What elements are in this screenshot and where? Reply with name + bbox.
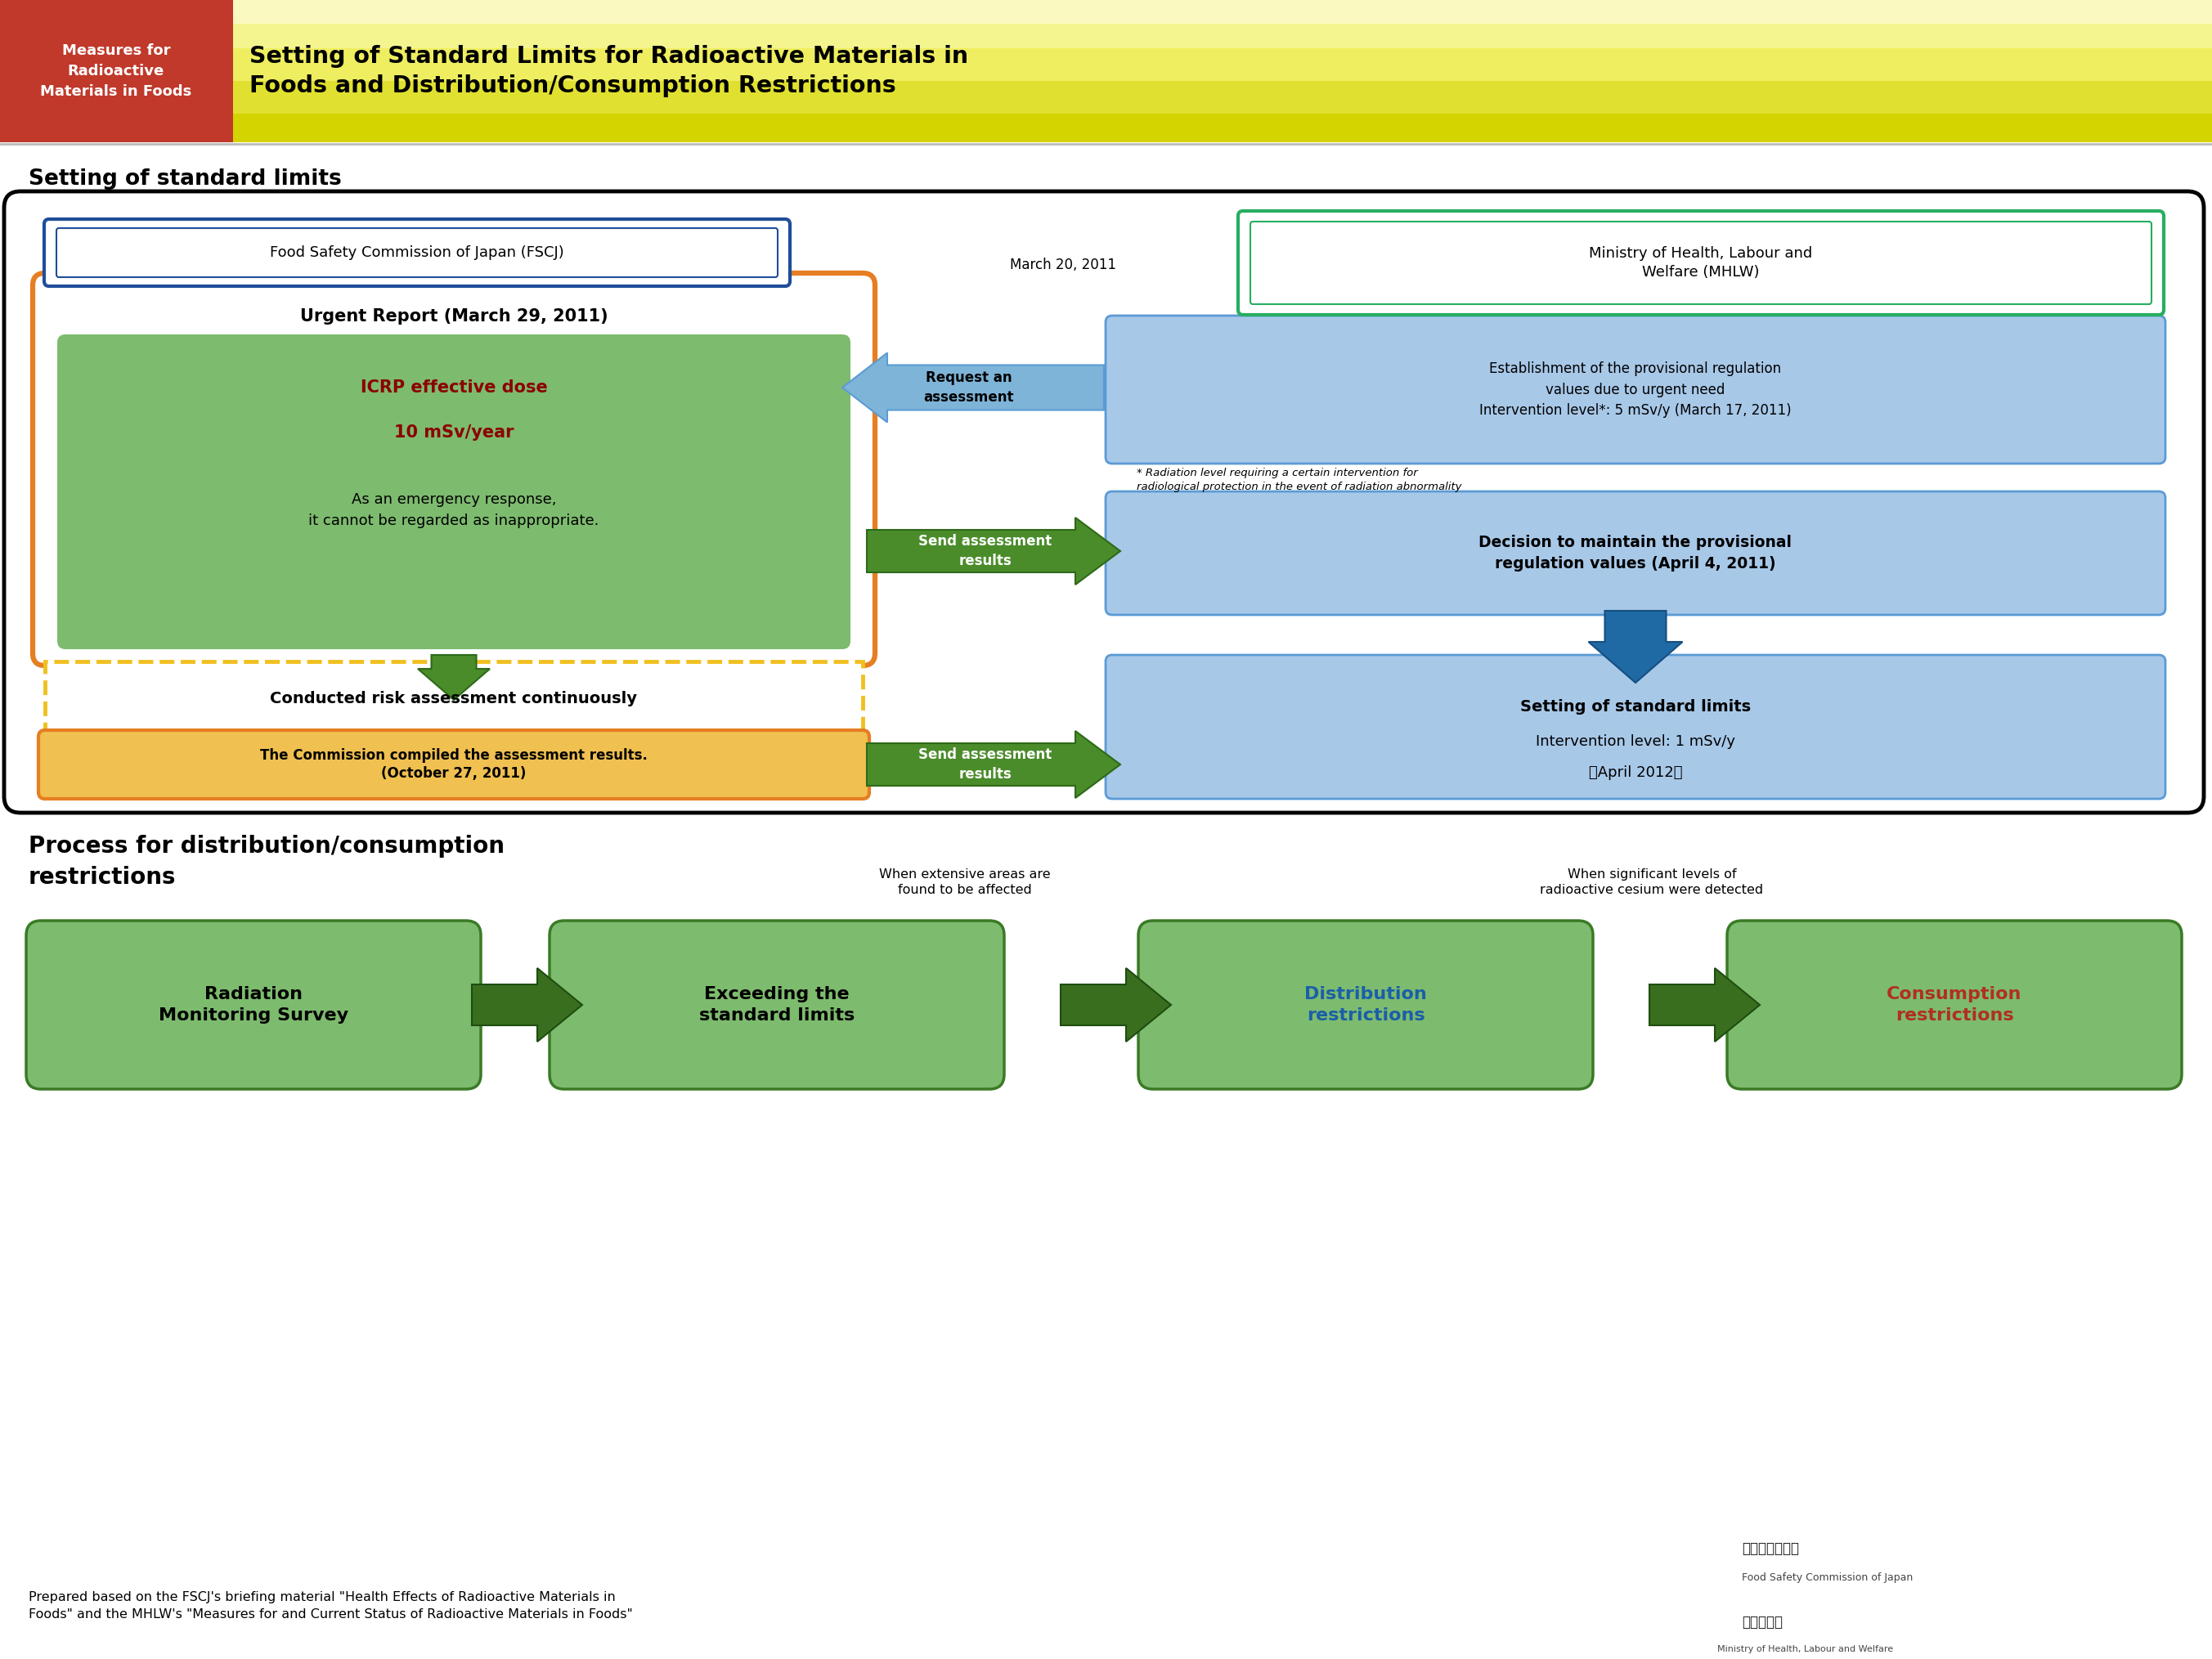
Polygon shape [1650,969,1761,1042]
Text: Measures for
Radioactive
Materials in Foods: Measures for Radioactive Materials in Fo… [40,43,192,100]
Text: Setting of standard limits: Setting of standard limits [29,169,341,189]
Text: March 20, 2011: March 20, 2011 [1011,257,1117,272]
Text: Urgent Report (March 29, 2011): Urgent Report (March 29, 2011) [301,309,608,325]
Text: 10 mSv/year: 10 mSv/year [394,425,513,441]
Text: Exceeding the
standard limits: Exceeding the standard limits [699,985,854,1024]
Text: When significant levels of
radioactive cesium were detected: When significant levels of radioactive c… [1540,868,1763,896]
Text: When extensive areas are
found to be affected: When extensive areas are found to be aff… [878,868,1051,896]
Polygon shape [471,969,582,1042]
Polygon shape [418,655,489,700]
Text: Prepared based on the FSCJ's briefing material "Health Effects of Radioactive Ma: Prepared based on the FSCJ's briefing ma… [29,1591,633,1621]
FancyBboxPatch shape [1106,315,2166,463]
Text: Send assessment
results: Send assessment results [918,748,1053,781]
Text: Request an
assessment: Request an assessment [925,370,1015,405]
FancyBboxPatch shape [1239,211,2163,315]
Bar [44,662,863,735]
Text: Send assessment
results: Send assessment results [918,534,1053,567]
Text: * Radiation level requiring a certain intervention for
radiological protection i: * Radiation level requiring a certain in… [1137,468,1462,493]
Text: Food Safety Commission of Japan (FSCJ): Food Safety Commission of Japan (FSCJ) [270,246,564,260]
Text: As an emergency response,
it cannot be regarded as inappropriate.: As an emergency response, it cannot be r… [307,493,599,528]
Text: 厚生労働省: 厚生労働省 [1741,1614,1783,1629]
Text: Establishment of the provisional regulation
values due to urgent need
Interventi: Establishment of the provisional regulat… [1480,362,1792,418]
FancyBboxPatch shape [44,219,790,285]
Text: Conducted risk assessment continuously: Conducted risk assessment continuously [270,690,637,707]
FancyBboxPatch shape [27,921,480,1088]
FancyBboxPatch shape [58,335,849,649]
Text: Setting of Standard Limits for Radioactive Materials in
Foods and Distribution/C: Setting of Standard Limits for Radioacti… [250,45,969,98]
Text: Ministry of Health, Labour and
Welfare (MHLW): Ministry of Health, Labour and Welfare (… [1588,246,1812,280]
Bar [0,0,2212,143]
Polygon shape [1588,611,1683,684]
Polygon shape [867,518,1119,584]
FancyBboxPatch shape [33,274,876,665]
FancyBboxPatch shape [1139,921,1593,1088]
FancyBboxPatch shape [38,730,869,800]
Text: Food Safety Commission of Japan: Food Safety Commission of Japan [1741,1573,1913,1583]
Text: Intervention level: 1 mSv/y: Intervention level: 1 mSv/y [1535,735,1734,748]
FancyBboxPatch shape [549,921,1004,1088]
Text: Distribution
restrictions: Distribution restrictions [1305,985,1427,1024]
Text: Process for distribution/consumption
restrictions: Process for distribution/consumption res… [29,834,504,889]
Bar [0,0,2212,114]
Polygon shape [867,732,1119,798]
Bar [0,0,2212,23]
Text: Setting of standard limits: Setting of standard limits [1520,698,1752,715]
FancyBboxPatch shape [1106,491,2166,615]
Text: 食品安全委員会: 食品安全委員会 [1741,1541,1798,1556]
FancyBboxPatch shape [1106,655,2166,800]
Text: Consumption
restrictions: Consumption restrictions [1887,985,2022,1024]
Text: Ministry of Health, Labour and Welfare: Ministry of Health, Labour and Welfare [1717,1646,1893,1654]
Text: （April 2012）: （April 2012） [1588,765,1683,780]
Bar [0,0,232,143]
FancyBboxPatch shape [1728,921,2181,1088]
Text: ICRP effective dose: ICRP effective dose [361,380,546,397]
Text: The Commission compiled the assessment results.
(October 27, 2011): The Commission compiled the assessment r… [261,748,648,781]
Text: Radiation
Monitoring Survey: Radiation Monitoring Survey [159,985,349,1024]
Bar [0,0,2212,48]
Polygon shape [843,353,1104,423]
Polygon shape [1060,969,1170,1042]
Bar [0,0,2212,81]
FancyBboxPatch shape [4,191,2203,813]
Text: Decision to maintain the provisional
regulation values (April 4, 2011): Decision to maintain the provisional reg… [1480,534,1792,572]
